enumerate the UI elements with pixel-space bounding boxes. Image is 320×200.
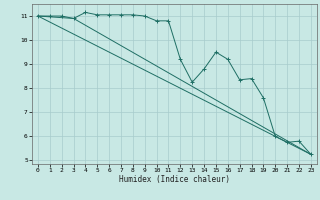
- X-axis label: Humidex (Indice chaleur): Humidex (Indice chaleur): [119, 175, 230, 184]
